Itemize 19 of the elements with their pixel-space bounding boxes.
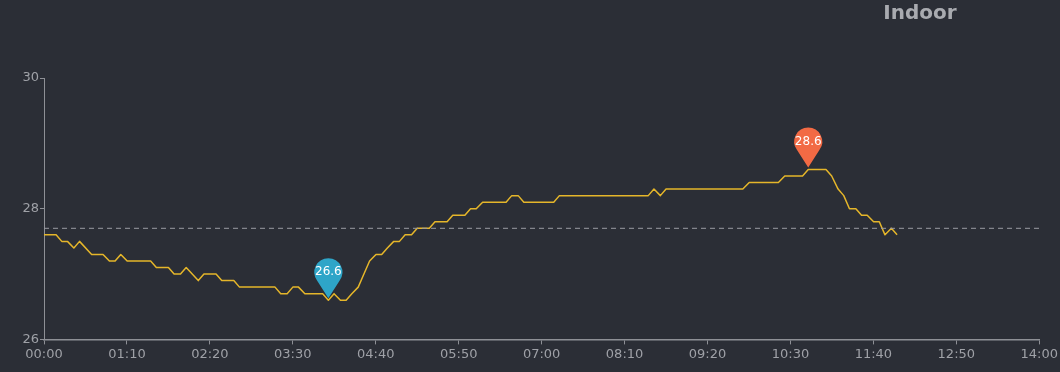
x-tick-label: 00:00 (25, 345, 63, 361)
y-tick-label: 26 (22, 330, 39, 346)
x-tick-label: 12:50 (937, 345, 976, 361)
x-tick-label: 07:00 (522, 345, 561, 361)
x-tick-label: 01:10 (108, 345, 146, 361)
y-tick-label: 28 (22, 200, 39, 216)
x-tick-label: 04:40 (357, 345, 395, 361)
y-tick-label: 30 (22, 69, 39, 85)
chart-title: Indoor (882, 0, 958, 24)
x-tick-label: 08:10 (605, 345, 644, 361)
x-tick-label: 03:30 (274, 345, 312, 361)
x-tick-label: 11:40 (854, 345, 893, 361)
x-tick-label: 05:50 (439, 345, 478, 361)
annotation: 28.6 (794, 133, 822, 148)
x-tick-label: 14:00 (1020, 345, 1058, 361)
x-tick-label: 10:30 (771, 345, 810, 361)
x-tick-label: 02:20 (191, 345, 229, 361)
annotation: 26.6 (315, 264, 342, 279)
x-tick-label: 09:20 (688, 345, 727, 361)
